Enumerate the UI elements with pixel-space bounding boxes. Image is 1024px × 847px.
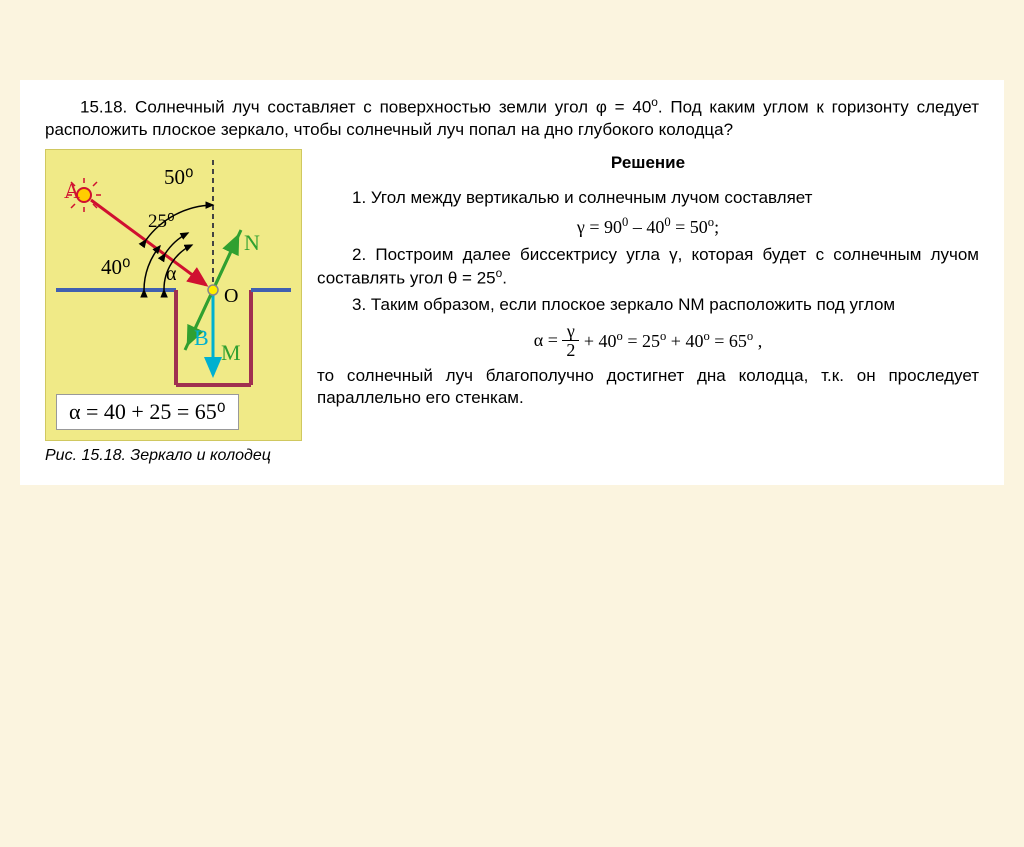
problem-number: 15.18. <box>80 98 127 117</box>
label-40: 40⁰ <box>101 255 130 280</box>
label-A: A <box>64 178 80 204</box>
figure-caption: Рис. 15.18. Зеркало и колодец <box>45 447 302 465</box>
diagram: A B N M O 50⁰ 25⁰ 40⁰ α α = 40 + 25 = 65… <box>45 149 302 441</box>
figure-column: A B N M O 50⁰ 25⁰ 40⁰ α α = 40 + 25 = 65… <box>45 149 302 465</box>
formula-2: α = γ 2 + 40о = 25о + 40о = 65о , <box>317 322 979 359</box>
formula-1: γ = 900 – 400 = 50о; <box>317 215 979 238</box>
solution-title: Решение <box>317 153 979 173</box>
step3-pre-text: 3. Таким образом, если плоское зеркало N… <box>352 295 895 314</box>
label-alpha: α <box>166 263 176 286</box>
label-O: O <box>224 285 238 308</box>
label-N: N <box>244 230 260 256</box>
solution-column: Решение 1. Угол между вертикалью и солне… <box>317 149 979 465</box>
label-B: B <box>194 325 209 351</box>
boxed-formula: α = 40 + 25 = 65⁰ <box>56 394 239 430</box>
step3-pre: 3. Таким образом, если плоское зеркало N… <box>317 294 979 316</box>
degree-sup: о <box>651 95 658 109</box>
problem-text-1: Солнечный луч составляет с поверхностью … <box>135 98 651 117</box>
label-M: M <box>221 340 241 366</box>
step1-text: 1. Угол между вертикалью и солнечным луч… <box>352 188 812 207</box>
problem-statement: 15.18. Солнечный луч составляет с поверх… <box>45 95 979 141</box>
label-50: 50⁰ <box>164 165 193 190</box>
step3-post: то солнечный луч благополучно достигнет … <box>317 365 979 409</box>
label-25: 25⁰ <box>148 210 175 233</box>
step1: 1. Угол между вертикалью и солнечным луч… <box>317 187 979 209</box>
content-card: 15.18. Солнечный луч составляет с поверх… <box>20 80 1004 485</box>
step2-text: 2. Построим далее биссектрису угла γ, ко… <box>317 245 979 288</box>
layout-row: A B N M O 50⁰ 25⁰ 40⁰ α α = 40 + 25 = 65… <box>45 149 979 465</box>
step2: 2. Построим далее биссектрису угла γ, ко… <box>317 244 979 290</box>
